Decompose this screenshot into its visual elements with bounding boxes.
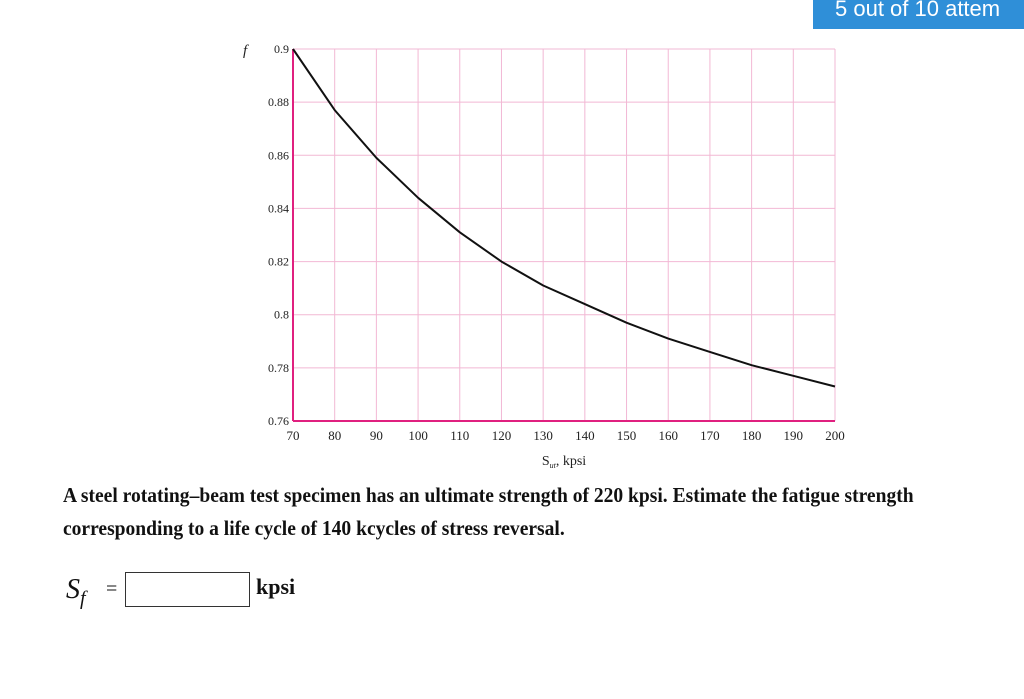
x-tick-label: 150 (617, 428, 637, 443)
x-tick-label: 190 (784, 428, 804, 443)
x-axis-label-sub: ut (550, 461, 557, 470)
question-text: A steel rotating–beam test specimen has … (63, 483, 914, 540)
x-tick-label: 70 (287, 428, 300, 443)
fatigue-factor-curve (292, 48, 836, 388)
x-axis-label-unit: , kpsi (556, 454, 586, 469)
x-tick-label: 170 (700, 428, 720, 443)
y-tick-label: 0.8 (274, 308, 289, 322)
x-tick-label: 160 (658, 428, 678, 443)
x-tick-label: 90 (370, 428, 383, 443)
y-tick-label: 0.84 (268, 201, 289, 215)
answer-label-main: S (66, 574, 80, 605)
y-tick-label: 0.76 (268, 414, 289, 428)
y-tick-label: 0.82 (268, 255, 289, 269)
x-tick-label: 180 (742, 428, 762, 443)
x-tick-label: 140 (575, 428, 595, 443)
y-tick-label: 0.86 (268, 148, 289, 162)
attempts-badge: 5 out of 10 attem (813, 0, 1024, 29)
answer-label: Sf (66, 574, 86, 611)
x-axis-label-main: S (542, 454, 550, 469)
x-tick-label: 130 (533, 428, 553, 443)
answer-unit: kpsi (256, 574, 296, 599)
y-tick-label: 0.88 (268, 95, 289, 109)
x-tick-label: 200 (825, 428, 845, 443)
x-tick-label: 80 (328, 428, 341, 443)
x-tick-label: 120 (492, 428, 512, 443)
attempts-text: 5 out of 10 attem (835, 0, 1001, 21)
equals-sign: = (106, 578, 118, 600)
answer-label-sub: f (80, 587, 86, 610)
x-axis-label: Sut, kpsi (542, 454, 586, 470)
y-tick-label: 0.78 (268, 361, 289, 375)
y-tick-label: 0.9 (274, 42, 289, 56)
answer-input[interactable] (125, 572, 250, 607)
y-axis-label: f (243, 43, 249, 59)
x-tick-label: 100 (408, 428, 428, 443)
x-tick-label: 110 (450, 428, 469, 443)
